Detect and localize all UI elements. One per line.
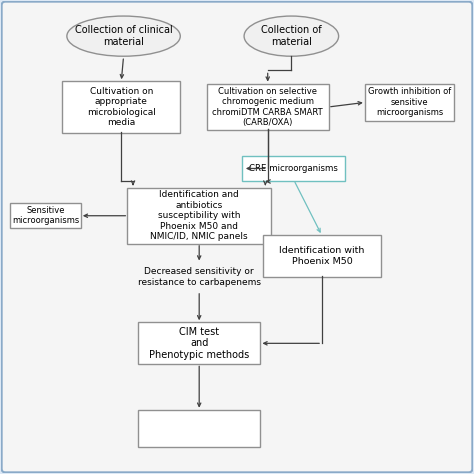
Text: Collection of
material: Collection of material: [261, 25, 322, 47]
Text: Decreased sensitivity or
resistance to carbapenems: Decreased sensitivity or resistance to c…: [137, 267, 261, 287]
Ellipse shape: [67, 16, 180, 56]
Text: CRE microorganisms: CRE microorganisms: [249, 164, 338, 173]
Text: Cultivation on selective
chromogenic medium
chromiDTM CARBA SMART
(CARB/OXA): Cultivation on selective chromogenic med…: [212, 87, 323, 127]
Text: Sensitive
microorganisms: Sensitive microorganisms: [12, 206, 79, 226]
FancyBboxPatch shape: [138, 322, 260, 365]
FancyBboxPatch shape: [365, 83, 454, 121]
Text: Growth inhibition of
sensitive
microorganisms: Growth inhibition of sensitive microorga…: [368, 87, 451, 117]
Ellipse shape: [244, 16, 338, 56]
FancyBboxPatch shape: [263, 235, 381, 277]
Text: Identification and
antibiotics
susceptibility with
Phoenix M50 and
NMIC/ID, NMIC: Identification and antibiotics susceptib…: [150, 191, 248, 241]
Text: Cultivation on
appropriate
microbiological
media: Cultivation on appropriate microbiologic…: [87, 87, 155, 127]
FancyBboxPatch shape: [138, 410, 260, 447]
FancyBboxPatch shape: [207, 83, 329, 130]
FancyBboxPatch shape: [128, 188, 271, 244]
FancyBboxPatch shape: [242, 156, 346, 181]
Text: Identification with
Phoenix M50: Identification with Phoenix M50: [279, 246, 365, 265]
FancyBboxPatch shape: [10, 203, 81, 228]
Text: CIM test
and
Phenotypic methods: CIM test and Phenotypic methods: [149, 327, 249, 360]
Text: Collection of clinical
material: Collection of clinical material: [75, 25, 173, 47]
FancyBboxPatch shape: [63, 81, 180, 133]
